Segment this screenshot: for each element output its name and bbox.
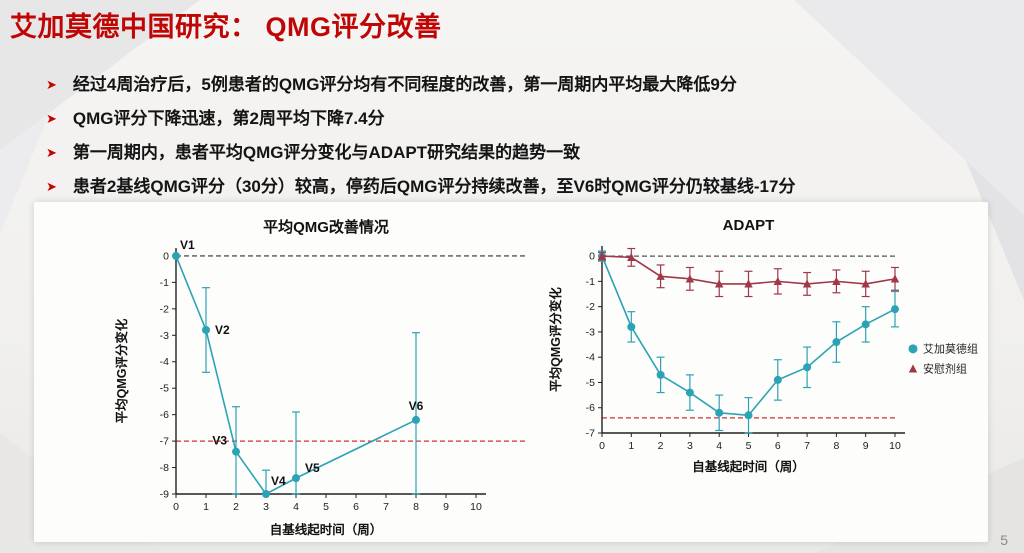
bullet-arrow-icon: ➤ xyxy=(46,77,57,92)
svg-text:-6: -6 xyxy=(586,402,595,414)
y-axis-label: 平均QMG评分变化 xyxy=(114,318,129,423)
point-label: V6 xyxy=(409,399,424,413)
bullet-highlight: 9分 xyxy=(710,75,737,94)
page-number: 5 xyxy=(1000,532,1008,548)
svg-text:6: 6 xyxy=(775,440,781,452)
svg-text:-4: -4 xyxy=(160,356,169,368)
svg-text:3: 3 xyxy=(263,501,269,513)
point-label: V4 xyxy=(271,474,286,488)
svg-text:8: 8 xyxy=(833,440,839,452)
bullet-text: QMG评分下降迅速，第2周平均下降7.4分 xyxy=(72,109,385,128)
point-label: V2 xyxy=(215,323,230,337)
bullet-highlight: 7.4分 xyxy=(343,109,385,128)
bullet-highlight: -17分 xyxy=(753,177,796,196)
svg-text:-6: -6 xyxy=(160,409,169,421)
svg-text:9: 9 xyxy=(443,501,449,513)
svg-text:5: 5 xyxy=(323,501,329,513)
x-axis-label: 自基线起时间（周） xyxy=(692,459,805,474)
chart-title: ADAPT xyxy=(723,217,775,234)
svg-text:-1: -1 xyxy=(586,276,595,288)
bullet-item: ➤ 第一周期内，患者平均QMG评分变化与ADAPT研究结果的趋势一致 xyxy=(46,142,996,164)
svg-text:-7: -7 xyxy=(160,436,169,448)
svg-text:8: 8 xyxy=(413,501,419,513)
chart-qmg-improvement: 平均QMG改善情况 0 1 2 3 4 5 6 7 8 9 10 0 -1 -2 -3 -4 -5 -6 -7 -8 -9… xyxy=(112,214,532,544)
point-label: V1 xyxy=(180,238,195,252)
svg-text:1: 1 xyxy=(203,501,209,513)
svg-text:10: 10 xyxy=(889,440,901,452)
bullet-text: 第一周期内，患者平均QMG评分变化与ADAPT研究结果的趋势一致 xyxy=(72,143,581,162)
svg-text:-2: -2 xyxy=(586,301,595,313)
svg-text:1: 1 xyxy=(628,440,634,452)
svg-text:-7: -7 xyxy=(586,428,595,440)
chart-title: 平均QMG改善情况 xyxy=(263,218,389,236)
svg-text:0: 0 xyxy=(173,501,179,513)
svg-text:-1: -1 xyxy=(160,277,169,289)
bullet-arrow-icon: ➤ xyxy=(46,111,57,126)
svg-text:5: 5 xyxy=(746,440,752,452)
svg-text:0: 0 xyxy=(163,250,169,262)
svg-text:-2: -2 xyxy=(160,303,169,315)
page-title: 艾加莫德中国研究： QMG评分改善 xyxy=(10,12,442,42)
svg-text:9: 9 xyxy=(863,440,869,452)
bullet-arrow-icon: ➤ xyxy=(46,145,57,160)
svg-text:4: 4 xyxy=(293,501,299,513)
x-axis-label: 自基线起时间（周） xyxy=(270,522,383,537)
point-label: V5 xyxy=(305,461,320,475)
bullet-text: 患者2基线QMG评分（30分）较高，停药后QMG评分持续改善，至V6时QMG评分… xyxy=(72,177,796,196)
chart-left-svg: 平均QMG改善情况 0 1 2 3 4 5 6 7 8 9 10 0 -1 -2 -3 -4 -5 -6 -7 -8 -9… xyxy=(114,218,528,537)
svg-text:7: 7 xyxy=(383,501,389,513)
svg-text:10: 10 xyxy=(470,501,482,513)
svg-text:3: 3 xyxy=(687,440,693,452)
svg-text:6: 6 xyxy=(353,501,359,513)
bullet-item: ➤ 患者2基线QMG评分（30分）较高，停药后QMG评分持续改善，至V6时QMG评… xyxy=(46,176,996,198)
bullet-item: ➤ 经过4周治疗后，5例患者的QMG评分均有不同程度的改善，第一周期内平均最大降低… xyxy=(46,74,996,96)
svg-text:2: 2 xyxy=(233,501,239,513)
legend-label: 艾加莫德组 xyxy=(923,341,978,355)
svg-text:-9: -9 xyxy=(160,489,169,501)
svg-text:0: 0 xyxy=(589,251,595,263)
svg-text:-3: -3 xyxy=(586,326,595,338)
bullet-list: ➤ 经过4周治疗后，5例患者的QMG评分均有不同程度的改善，第一周期内平均最大降低… xyxy=(46,74,996,210)
svg-text:7: 7 xyxy=(804,440,810,452)
svg-text:4: 4 xyxy=(716,440,722,452)
svg-text:0: 0 xyxy=(599,440,605,452)
legend-label: 安慰剂组 xyxy=(923,361,967,375)
svg-text:-5: -5 xyxy=(160,383,169,395)
svg-text:-3: -3 xyxy=(160,330,169,342)
point-label: V3 xyxy=(212,434,227,448)
svg-text:-8: -8 xyxy=(160,462,169,474)
bullet-item: ➤ QMG评分下降迅速，第2周平均下降7.4分 xyxy=(46,108,996,130)
chart-right-svg: ADAPT 0 1 2 3 4 5 6 7 8 9 10 0 -1 -2 -3 -4 -5 -6 -7 自基线起时间（周… xyxy=(548,217,978,474)
svg-text:2: 2 xyxy=(658,440,664,452)
svg-text:-4: -4 xyxy=(586,352,595,364)
bullet-arrow-icon: ➤ xyxy=(46,179,57,194)
svg-text:-5: -5 xyxy=(586,377,595,389)
y-axis-label: 平均QMG评分变化 xyxy=(548,287,563,392)
charts-panel: 平均QMG改善情况 0 1 2 3 4 5 6 7 8 9 10 0 -1 -2 -3 -4 -5 -6 -7 -8 -9… xyxy=(34,202,988,542)
chart-adapt: ADAPT 0 1 2 3 4 5 6 7 8 9 10 0 -1 -2 -3 -4 -5 -6 -7 自基线起时间（周… xyxy=(546,216,1016,481)
bullet-text: 经过4周治疗后，5例患者的QMG评分均有不同程度的改善，第一周期内平均最大降低9… xyxy=(72,75,737,94)
